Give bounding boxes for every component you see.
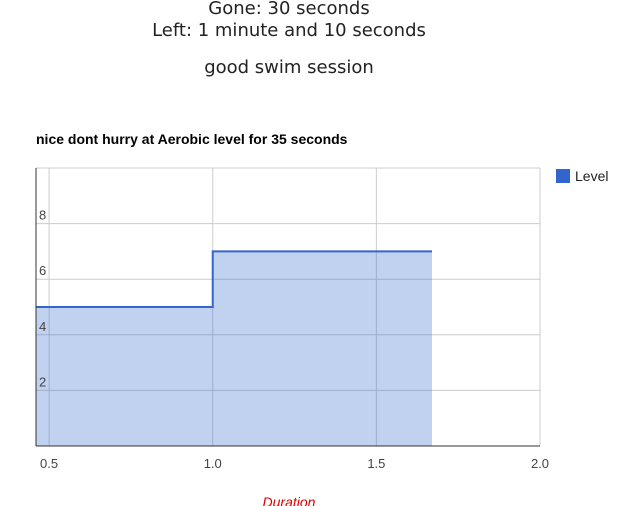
session-name: good swim session [204,57,374,78]
chart-title: nice dont hurry at Aerobic level for 35 … [36,131,348,147]
axes [35,168,540,447]
series-line-level [36,250,432,308]
legend: Level [556,168,608,184]
y-tick-label: 8 [39,208,46,223]
y-tick-label: 2 [39,374,46,389]
x-tick-label: 1.5 [367,456,385,471]
grid [36,167,541,446]
legend-label-level: Level [575,168,608,184]
y-tick-label: 6 [39,263,46,278]
x-tick-label: 2.0 [531,456,549,471]
x-tick-label: 1.0 [204,456,222,471]
gone-status: Gone: 30 seconds [208,0,370,19]
x-tick-label: 0.5 [40,456,58,471]
tick-labels: 0.5 1.0 1.5 2.0 2 4 6 8 [39,208,549,471]
left-status: Left: 1 minute and 10 seconds [152,20,426,41]
series-level [36,250,432,446]
legend-swatch-level [556,169,570,183]
y-tick-label: 4 [39,319,46,334]
x-axis-label: Duration [263,494,316,506]
series-area-level [36,251,432,446]
